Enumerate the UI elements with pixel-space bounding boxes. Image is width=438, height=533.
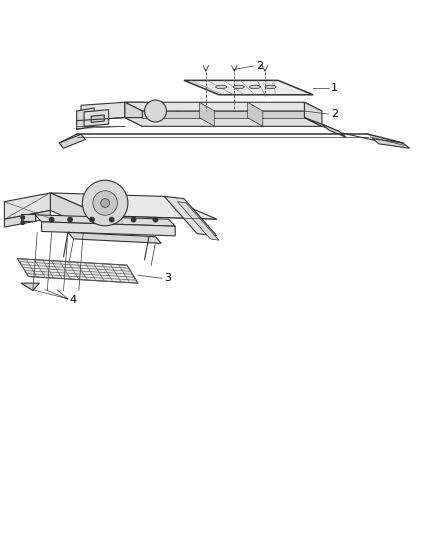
Polygon shape: [59, 134, 85, 148]
Polygon shape: [304, 118, 339, 132]
Ellipse shape: [265, 85, 276, 88]
Polygon shape: [125, 102, 191, 115]
Polygon shape: [184, 80, 313, 95]
Text: 3: 3: [164, 273, 171, 284]
Circle shape: [110, 217, 114, 222]
Polygon shape: [304, 102, 322, 126]
Circle shape: [93, 191, 117, 215]
Circle shape: [49, 217, 54, 222]
Polygon shape: [177, 201, 219, 240]
Circle shape: [131, 217, 136, 222]
Polygon shape: [84, 110, 109, 126]
Polygon shape: [125, 118, 322, 126]
Polygon shape: [18, 259, 138, 283]
Polygon shape: [42, 222, 175, 236]
Polygon shape: [4, 193, 50, 219]
Circle shape: [101, 199, 110, 207]
Polygon shape: [50, 193, 217, 219]
Polygon shape: [125, 102, 322, 111]
Polygon shape: [68, 232, 161, 243]
Polygon shape: [91, 115, 104, 123]
Text: 4: 4: [69, 295, 76, 305]
Polygon shape: [50, 193, 103, 233]
Circle shape: [153, 217, 158, 222]
Polygon shape: [125, 102, 142, 126]
Text: 1: 1: [331, 83, 338, 93]
Text: 2: 2: [331, 109, 338, 119]
Ellipse shape: [215, 85, 227, 88]
Text: 2: 2: [256, 61, 263, 71]
Circle shape: [82, 180, 128, 226]
Circle shape: [145, 100, 166, 122]
Polygon shape: [322, 124, 346, 138]
Polygon shape: [35, 215, 175, 226]
Circle shape: [21, 216, 25, 219]
Ellipse shape: [250, 85, 260, 88]
Ellipse shape: [233, 85, 244, 88]
Circle shape: [21, 221, 25, 224]
Polygon shape: [142, 111, 304, 118]
Polygon shape: [199, 102, 215, 126]
Polygon shape: [4, 211, 50, 227]
Circle shape: [68, 217, 72, 222]
Polygon shape: [164, 197, 217, 236]
Polygon shape: [21, 214, 35, 221]
Polygon shape: [77, 108, 94, 130]
Polygon shape: [21, 283, 39, 290]
Polygon shape: [81, 102, 125, 120]
Polygon shape: [247, 102, 263, 126]
Circle shape: [90, 217, 94, 222]
Polygon shape: [372, 139, 410, 148]
